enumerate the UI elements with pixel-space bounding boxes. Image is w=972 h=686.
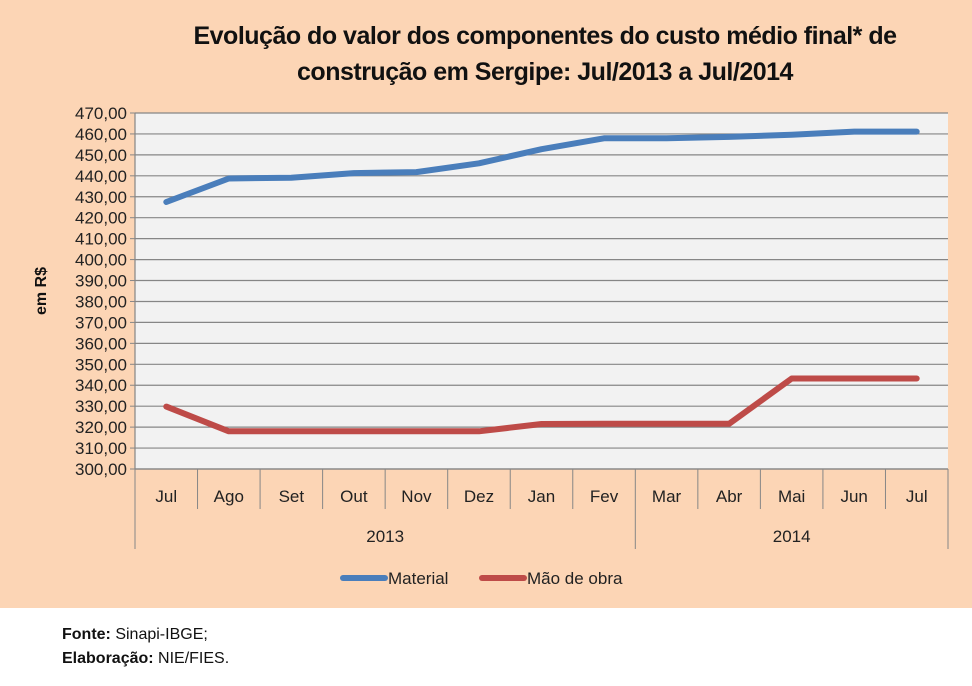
y-tick-label: 430,00 (75, 188, 127, 207)
x-tick-label: Set (279, 487, 305, 506)
y-tick-label: 460,00 (75, 125, 127, 144)
legend-label: Material (388, 569, 448, 588)
line-chart: 300,00 310,00 320,00 330,00 340,00 350,00 360,… (33, 104, 949, 588)
x-tick-label: Ago (214, 487, 244, 506)
x-tick-label: Dez (464, 487, 494, 506)
y-tick-label: 310,00 (75, 439, 127, 458)
x-tick-label: Jul (906, 487, 928, 506)
y-tick-label: 380,00 (75, 292, 127, 311)
y-tick-label: 470,00 (75, 104, 127, 123)
year-group-label: 2013 (366, 527, 404, 546)
chart-title-line-1: Evolução do valor dos componentes do cus… (193, 22, 897, 50)
y-tick-label: 410,00 (75, 230, 127, 249)
y-tick-label: 370,00 (75, 313, 127, 332)
credit-label: Elaboração: (62, 650, 154, 667)
source-note: Fonte: Sinapi-IBGE; (62, 626, 208, 644)
x-tick-label: Mai (778, 487, 805, 506)
y-tick-label: 340,00 (75, 376, 127, 395)
y-tick-label: 330,00 (75, 397, 127, 416)
chart-area: Evolução do valor dos componentes do cus… (0, 0, 972, 608)
legend: Material Mão de obra (340, 569, 623, 588)
x-tick-label: Nov (401, 487, 432, 506)
y-tick-label: 440,00 (75, 167, 127, 186)
x-tick-label: Mar (652, 487, 682, 506)
credit-value: NIE/FIES. (153, 650, 230, 667)
y-tick-label: 350,00 (75, 355, 127, 374)
y-axis-label: em R$ (33, 267, 50, 315)
x-tick-label: Jul (155, 487, 177, 506)
y-tick-label: 400,00 (75, 251, 127, 270)
y-tick-label: 390,00 (75, 272, 127, 291)
legend-label: Mão de obra (527, 569, 623, 588)
source-label: Fonte: (62, 626, 111, 643)
y-tick-label: 450,00 (75, 146, 127, 165)
y-axis-ticks: 300,00 310,00 320,00 330,00 340,00 350,00 360,… (75, 104, 136, 479)
x-tick-label: Jun (840, 487, 867, 506)
series-lines (163, 128, 920, 435)
source-value: Sinapi-IBGE; (110, 626, 208, 643)
x-tick-label: Fev (590, 487, 619, 506)
x-tick-label: Abr (716, 487, 743, 506)
y-tick-label: 420,00 (75, 209, 127, 228)
y-tick-label: 320,00 (75, 418, 127, 437)
x-axis: Jul Ago Set Out Nov Dez Jan Fev Mar Abr Mai Jun Jul 2… (134, 468, 949, 549)
chart-title-line-2: construção em Sergipe: Jul/2013 a Jul/20… (297, 58, 793, 86)
credit-note: Elaboração: NIE/FIES. (62, 650, 229, 668)
y-tick-label: 300,00 (75, 460, 127, 479)
plot-area (135, 113, 948, 469)
y-tick-label: 360,00 (75, 334, 127, 353)
x-tick-label: Out (340, 487, 368, 506)
x-tick-label: Jan (528, 487, 555, 506)
year-group-label: 2014 (773, 527, 811, 546)
